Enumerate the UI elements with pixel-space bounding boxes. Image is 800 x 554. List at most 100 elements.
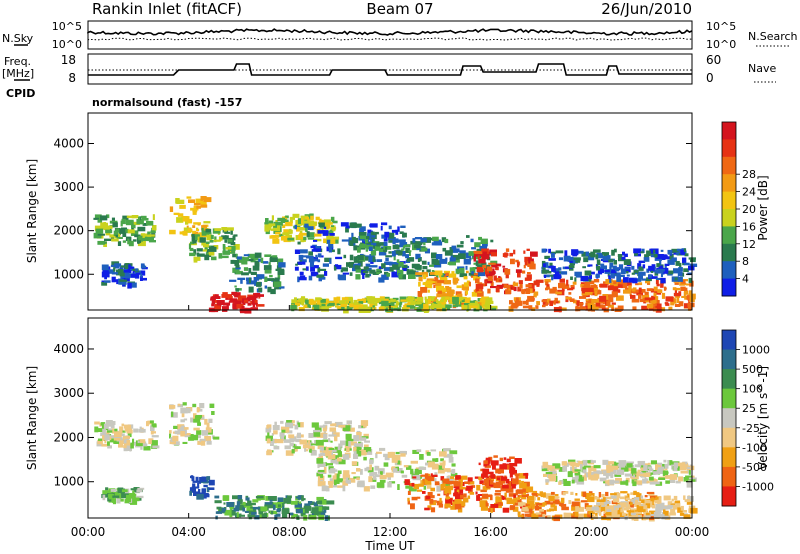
rti-cell-1219 — [645, 298, 653, 303]
rti-cell-723 — [302, 268, 307, 271]
rti-cell-3 — [94, 426, 99, 433]
rti-cell-696 — [355, 450, 362, 457]
rti-cell-17 — [127, 433, 132, 438]
rti-cell-1121 — [529, 263, 536, 270]
rti-cell-353 — [254, 515, 260, 520]
rti-cell-340 — [216, 300, 225, 305]
rti-cell-63 — [150, 425, 155, 431]
rti-cell-674 — [327, 454, 336, 460]
rti-cell-1380 — [677, 507, 683, 513]
rti-cell-662 — [298, 254, 304, 261]
rti-cell-345 — [270, 510, 274, 515]
rti-cell-699 — [352, 236, 356, 242]
rti-cell-616 — [448, 457, 454, 463]
rti-cell-277 — [233, 234, 238, 237]
rti-cell-1205 — [609, 282, 618, 288]
rti-cell-470 — [292, 443, 296, 448]
rti-cell-1790 — [399, 299, 403, 305]
rti-cell-742 — [471, 247, 476, 250]
rti-cell-128 — [124, 270, 130, 276]
rti-cell-583 — [285, 427, 290, 433]
rti-cell-1746 — [414, 298, 419, 303]
rti-cell-1256 — [559, 502, 564, 507]
rti-cell-867 — [460, 241, 464, 245]
rti-cell-1127 — [496, 284, 503, 289]
rti-cell-523 — [299, 232, 307, 236]
rti-cell-996 — [466, 485, 473, 490]
rti-cell-1201 — [517, 514, 524, 518]
rti-cell-1052 — [473, 273, 478, 276]
rti-cell-474 — [321, 226, 324, 232]
rti-cell-993 — [457, 293, 463, 298]
rti-cell-396 — [289, 512, 294, 516]
rti-cell-966 — [490, 504, 499, 508]
rti-cell-354 — [254, 292, 261, 297]
rti-cell-270 — [201, 227, 204, 233]
rti-cell-1265 — [665, 303, 670, 306]
rti-cell-1390 — [623, 289, 631, 294]
rti-cell-1197 — [579, 305, 583, 308]
rti-cell-867 — [475, 491, 478, 495]
rti-cell-1106 — [490, 252, 497, 257]
rti-cell-1780 — [461, 298, 465, 303]
rti-cell-1845 — [431, 305, 435, 311]
rti-cell-905 — [453, 248, 460, 253]
rti-cell-249 — [204, 477, 210, 480]
rti-cell-694 — [364, 467, 369, 472]
rti-cell-1344 — [606, 512, 612, 516]
rti-cell-1653 — [584, 270, 592, 276]
rti-cell-288 — [230, 230, 233, 235]
rti-cell-1335 — [620, 279, 625, 285]
rti-cell-1309 — [590, 293, 598, 296]
rti-cell-963 — [525, 503, 532, 506]
rti-cell-1645 — [544, 255, 550, 259]
rti-cell-428 — [267, 424, 272, 430]
rti-cell-1503 — [637, 263, 642, 269]
rti-cell-1386 — [638, 294, 642, 299]
rti-cell-1325 — [545, 302, 548, 306]
rti-cell-1493 — [683, 268, 689, 272]
rti-cell-1444 — [644, 254, 649, 260]
rti-cell-1387 — [569, 298, 575, 302]
rti-cell-1450 — [580, 275, 589, 282]
rti-cell-1744 — [308, 302, 311, 308]
rti-cell-440 — [295, 438, 302, 443]
rti-cell-620 — [399, 242, 408, 248]
rti-cell-236 — [222, 244, 226, 250]
rti-cell-759 — [414, 237, 422, 240]
rti-cell-498 — [299, 227, 307, 231]
rti-cell-1588 — [638, 473, 645, 477]
x-tick-label: 00:00 — [71, 525, 106, 539]
rti-cell-327 — [232, 303, 236, 306]
rti-cell-593 — [378, 266, 384, 270]
power-colorbar-label: Power [dB] — [756, 175, 770, 240]
rti-cell-707 — [412, 474, 421, 481]
rti-cell-175 — [196, 229, 200, 232]
rti-cell-921 — [401, 248, 405, 251]
rti-cell-427 — [234, 260, 240, 266]
rti-cell-152 — [102, 494, 106, 501]
rti-cell-452 — [308, 446, 315, 450]
rti-cell-342 — [291, 513, 295, 519]
rti-cell-309 — [210, 298, 216, 301]
rti-cell-187 — [183, 227, 192, 233]
rti-cell-240 — [191, 486, 200, 489]
rti-cell-625 — [341, 239, 350, 242]
rti-cell-1129 — [491, 265, 498, 268]
rti-cell-565 — [342, 425, 351, 432]
rti-cell-1320 — [641, 499, 645, 503]
rti-cell-875 — [425, 495, 431, 500]
rti-cell-1783 — [396, 300, 399, 306]
rti-cell-799 — [345, 477, 349, 483]
rti-cell-1146 — [656, 283, 660, 287]
rti-cell-1760 — [395, 302, 402, 305]
rti-cell-886 — [442, 478, 450, 484]
rti-cell-517 — [345, 433, 352, 440]
rti-cell-1488 — [614, 462, 619, 469]
rti-cell-921 — [468, 481, 475, 485]
rti-cell-991 — [439, 277, 448, 281]
rti-cell-1357 — [687, 302, 695, 308]
rti-cell-1142 — [549, 289, 557, 294]
rti-cell-1232 — [562, 491, 566, 496]
rti-cell-913 — [474, 476, 481, 479]
